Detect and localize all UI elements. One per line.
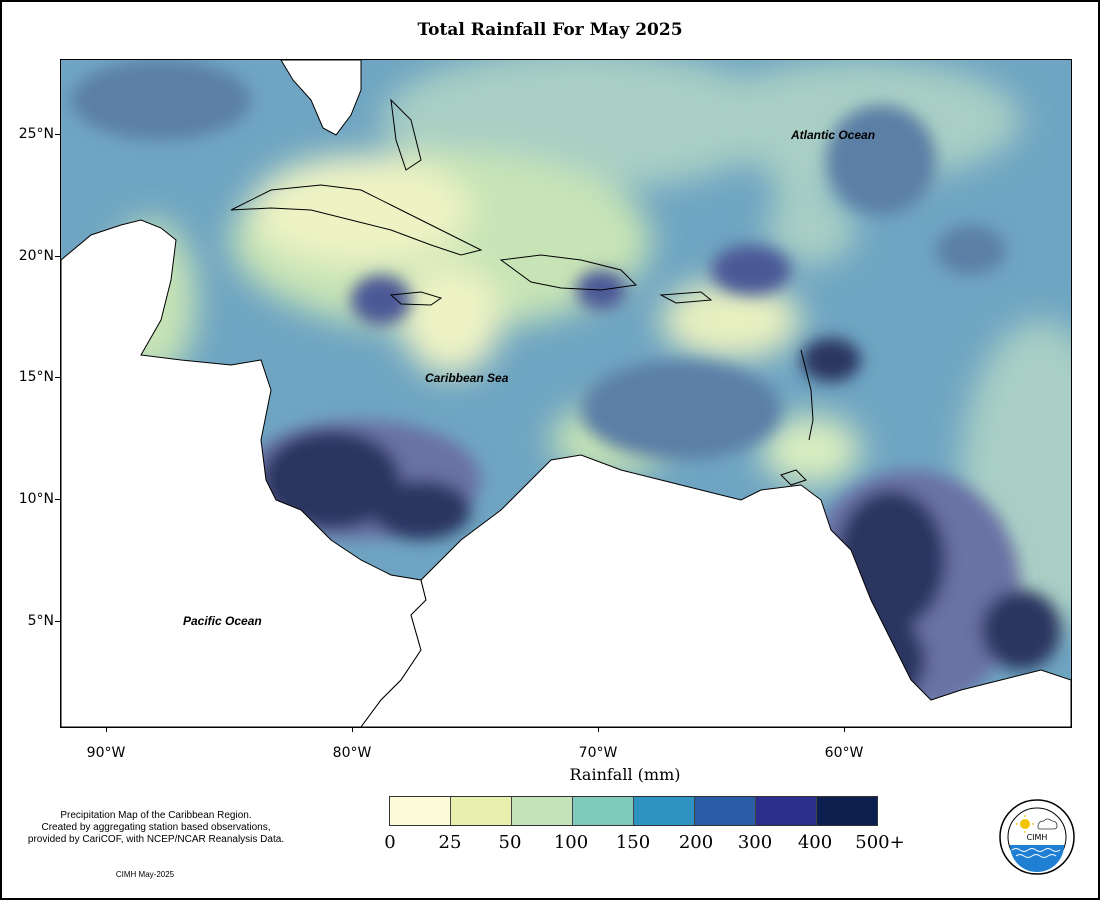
rainfall-high-zones: [71, 60, 1061, 710]
legend-label: 150: [615, 832, 651, 853]
lon-tick-label: 70°W: [578, 745, 618, 761]
lat-tick-mark: [55, 134, 60, 135]
lat-tick-label: 25°N: [18, 126, 54, 142]
lat-tick-mark: [55, 256, 60, 257]
lon-tick-mark: [106, 727, 107, 732]
legend-label: 200: [678, 832, 714, 853]
trinidad-outline: [780, 469, 807, 486]
legend-swatch: [512, 797, 573, 825]
lon-tick-label: 90°W: [86, 745, 126, 761]
legend-label: 100: [553, 832, 589, 853]
note-line: provided by CariCOF, with NCEP/NCAR Rean…: [27, 834, 285, 845]
legend-label: 400: [797, 832, 833, 853]
florida-landmass: [280, 60, 362, 136]
lat-tick-label: 20°N: [18, 248, 54, 264]
sun-rays-icon: [1016, 815, 1034, 833]
legend-swatch: [390, 797, 451, 825]
lat-tick-mark: [55, 377, 60, 378]
south-america-landmass: [360, 454, 1071, 727]
lon-tick-label: 80°W: [332, 745, 372, 761]
label-pacific-ocean: Pacific Ocean: [183, 614, 262, 628]
legend-label: 25: [438, 832, 462, 853]
sun-icon: [1020, 819, 1030, 829]
legend-label: 0: [384, 832, 396, 853]
lon-tick-label: 60°W: [824, 745, 864, 761]
map-description-note: Precipitation Map of the Caribbean Regio…: [6, 810, 306, 846]
legend-swatch: [756, 797, 817, 825]
legend-swatch: [451, 797, 512, 825]
hispaniola-outline: [499, 254, 638, 291]
lat-tick-mark: [55, 499, 60, 500]
note-line: Created by aggregating station based obs…: [41, 822, 271, 833]
logo-text: CIMH: [1027, 833, 1048, 842]
lesser-antilles-outline: [800, 349, 814, 441]
map-title: Total Rainfall For May 2025: [417, 20, 683, 40]
jamaica-outline: [389, 291, 443, 306]
rainfall-map: Atlantic Ocean Caribbean Sea Pacific Oce…: [60, 59, 1072, 728]
label-atlantic-ocean: Atlantic Ocean: [790, 128, 875, 142]
legend-swatch: [695, 797, 756, 825]
lat-tick-label: 5°N: [27, 613, 54, 629]
note-line: Precipitation Map of the Caribbean Regio…: [60, 810, 252, 821]
puerto-rico-outline: [659, 291, 713, 304]
legend-label: 500+: [855, 832, 905, 853]
cimh-logo-svg: CIMH: [999, 799, 1075, 875]
lat-tick-label: 10°N: [18, 491, 54, 507]
legend-swatch: [573, 797, 634, 825]
legend-label: 50: [498, 832, 522, 853]
cloud-icon: [1037, 818, 1058, 830]
rainfall-low-zones: [106, 60, 1071, 640]
cimh-logo: CIMH: [998, 798, 1076, 876]
caribbean-islands: [230, 98, 814, 486]
legend-label: 300: [737, 832, 773, 853]
legend-swatch: [817, 797, 877, 825]
lat-tick-mark: [55, 621, 60, 622]
label-caribbean-sea: Caribbean Sea: [425, 371, 509, 385]
rainfall-map-svg: Atlantic Ocean Caribbean Sea Pacific Oce…: [61, 60, 1071, 727]
bahamas-outline: [390, 98, 422, 171]
lon-tick-mark: [844, 727, 845, 732]
rainfall-legend: [389, 796, 878, 826]
lat-tick-label: 15°N: [18, 369, 54, 385]
lon-tick-mark: [598, 727, 599, 732]
land-masses: [61, 60, 1071, 727]
legend-swatch: [634, 797, 695, 825]
lon-tick-mark: [352, 727, 353, 732]
cuba-outline: [230, 184, 483, 256]
x-axis-label: Rainfall (mm): [569, 765, 681, 784]
credit-text: CIMH May-2025: [115, 870, 175, 879]
